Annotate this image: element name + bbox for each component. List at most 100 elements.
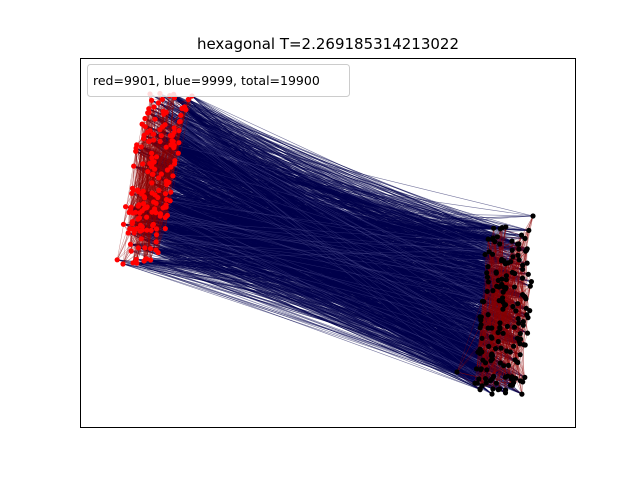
black-node <box>496 298 502 304</box>
cross-cluster-edges <box>117 93 534 395</box>
black-node <box>493 269 499 275</box>
red-node <box>144 129 150 135</box>
red-node <box>139 121 145 127</box>
red-node <box>144 227 150 233</box>
red-node <box>155 100 161 106</box>
black-node <box>495 277 501 283</box>
red-node <box>171 125 177 131</box>
black-node <box>503 273 509 279</box>
left-cluster-nodes <box>114 90 195 267</box>
red-node <box>170 132 176 138</box>
black-node <box>489 325 495 331</box>
red-node <box>176 140 182 146</box>
red-node <box>133 256 139 262</box>
black-node <box>483 380 489 386</box>
black-node <box>501 363 507 369</box>
black-node <box>474 380 480 386</box>
red-node <box>142 115 148 122</box>
black-node <box>496 386 503 392</box>
red-node <box>162 191 169 197</box>
black-node <box>479 298 486 304</box>
black-node <box>498 345 504 351</box>
black-node <box>509 238 515 244</box>
red-node <box>135 187 141 193</box>
black-node <box>484 274 491 280</box>
red-node <box>158 133 164 139</box>
red-node <box>157 138 163 144</box>
figure-title: hexagonal T=2.269185314213022 <box>197 35 459 53</box>
black-node <box>517 341 523 347</box>
red-node <box>146 109 152 116</box>
red-node <box>149 97 155 103</box>
red-node <box>148 246 154 252</box>
black-node <box>515 252 521 258</box>
red-node <box>130 260 136 266</box>
red-node <box>175 150 181 156</box>
black-node <box>485 264 491 270</box>
black-node <box>509 269 515 275</box>
red-node <box>144 204 150 210</box>
red-node <box>137 210 143 216</box>
red-node <box>138 144 144 150</box>
red-node <box>153 226 160 232</box>
black-node <box>513 308 519 314</box>
red-node <box>158 171 164 177</box>
black-node <box>489 391 495 397</box>
axes-frame <box>80 58 576 428</box>
red-node <box>144 214 150 220</box>
black-node <box>488 358 494 364</box>
black-node <box>478 317 484 323</box>
black-node <box>527 283 533 289</box>
red-node <box>140 161 146 167</box>
red-node <box>130 226 136 232</box>
black-node <box>497 326 503 332</box>
black-node <box>514 335 520 341</box>
black-node <box>523 296 529 302</box>
black-node <box>522 235 528 242</box>
black-node <box>522 374 528 380</box>
black-node <box>477 325 483 331</box>
black-node <box>527 308 533 314</box>
red-node <box>149 155 155 161</box>
red-node <box>157 213 163 219</box>
black-node <box>498 258 505 264</box>
black-node <box>490 386 496 392</box>
black-node <box>497 320 503 326</box>
black-node <box>477 386 483 392</box>
red-node <box>128 204 134 210</box>
red-node <box>168 189 174 195</box>
red-node <box>146 138 152 144</box>
black-node <box>530 213 536 219</box>
red-node <box>179 105 185 111</box>
black-node <box>516 257 522 263</box>
black-node <box>493 346 499 352</box>
red-node <box>151 137 157 143</box>
black-node <box>494 283 500 289</box>
black-node <box>485 236 491 242</box>
black-node <box>510 254 516 260</box>
black-node <box>504 323 510 329</box>
black-node <box>511 324 518 330</box>
red-node <box>162 122 168 128</box>
red-node <box>114 257 120 263</box>
red-node <box>128 248 134 254</box>
black-node <box>494 234 500 240</box>
red-node <box>141 258 147 264</box>
black-node <box>495 338 501 345</box>
red-node <box>153 232 160 238</box>
black-node <box>516 320 522 326</box>
black-node <box>485 312 491 318</box>
red-node <box>130 187 136 193</box>
black-node <box>520 262 526 268</box>
red-node <box>177 118 183 125</box>
black-node <box>490 288 496 294</box>
red-node <box>178 112 184 118</box>
black-node <box>476 376 482 382</box>
red-node <box>149 209 155 215</box>
red-node <box>156 187 162 193</box>
red-node <box>135 203 141 209</box>
red-node <box>157 127 163 133</box>
red-node <box>172 158 178 164</box>
black-node <box>491 373 497 379</box>
black-node <box>509 382 516 388</box>
